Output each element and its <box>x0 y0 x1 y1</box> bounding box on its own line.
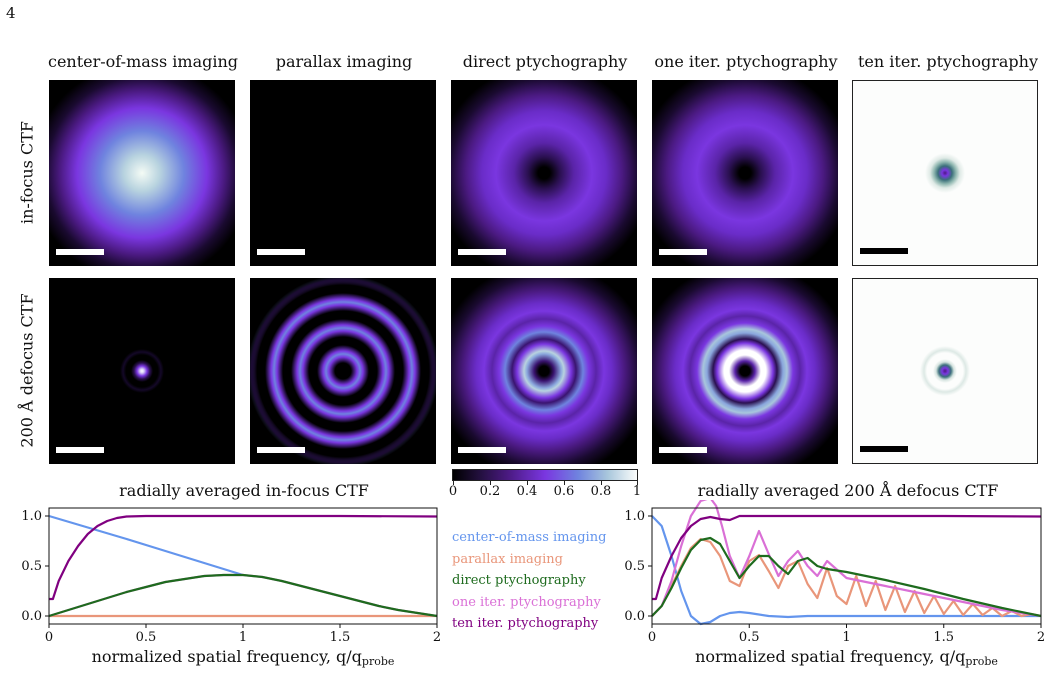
scale-bar <box>860 446 908 452</box>
x-axis-label: normalized spatial frequency, q/qprobe <box>92 647 395 668</box>
x-tick-label: 1 <box>842 630 850 645</box>
scale-bar <box>860 248 908 254</box>
x-tick-label: 1.5 <box>933 630 954 645</box>
legend-direct-ptychography: direct ptychography <box>452 573 586 588</box>
panel-defocus-center-of-mass <box>49 278 235 464</box>
x-tick-label: 0.5 <box>739 630 760 645</box>
colorbar <box>452 469 638 481</box>
y-tick-label: 0.0 <box>624 609 645 624</box>
x-tick-label: 0 <box>648 630 656 645</box>
panel-infocus-parallax <box>250 80 436 266</box>
colorbar-tick-label: 0 <box>448 484 458 499</box>
line-chart-in-focus: 0 0.5 1 1.5 2 0.0 0.5 1.0 normalized spatial fre… <box>21 507 441 668</box>
series-line-one-iter-ptychography <box>48 573 438 618</box>
panel-defocus-one-iter-ptychography <box>652 278 838 464</box>
panel-defocus-direct-ptychography <box>451 278 637 464</box>
scale-bar <box>56 447 104 453</box>
scale-bar <box>56 249 104 255</box>
colorbar-tick-label: 0.4 <box>516 484 538 499</box>
series-line-one-iter-ptychography <box>651 500 1042 618</box>
panel-defocus-ten-iter-ptychography <box>852 278 1038 464</box>
scale-bar <box>458 249 506 255</box>
line-chart-defocus: 0 0.5 1 1.5 2 0.0 0.5 1.0 normalized spatial fre… <box>624 500 1045 668</box>
series-line-direct-ptychography <box>651 536 1042 618</box>
x-tick-label: 1 <box>239 630 247 645</box>
series-line-ten-iter-ptychography <box>49 514 438 601</box>
scale-bar <box>458 447 506 453</box>
column-title-direct-ptychography: direct ptychography <box>462 52 628 71</box>
scale-bar <box>257 447 305 453</box>
series-line-direct-ptychography <box>48 573 438 618</box>
colorbar-tick-label: 1 <box>632 484 642 499</box>
x-tick-label: 0.5 <box>136 630 157 645</box>
panel-infocus-one-iter-ptychography <box>652 80 838 266</box>
scale-bar <box>257 249 305 255</box>
plot-title-in-focus: radially averaged in-focus CTF <box>119 481 369 500</box>
x-tick-label: 0 <box>45 630 53 645</box>
plot-title-defocus: radially averaged 200 Å defocus CTF <box>697 481 999 500</box>
legend-center-of-mass: center-of-mass imaging <box>452 530 607 545</box>
row-label-defocus: 200 Å defocus CTF <box>17 293 37 448</box>
y-tick-label: 0.0 <box>21 609 42 624</box>
colorbar-tick-label: 0.6 <box>553 484 575 499</box>
scale-bar <box>659 249 707 255</box>
legend-parallax: parallax imaging <box>452 552 563 567</box>
colorbar-tick-label: 0.2 <box>479 484 501 499</box>
y-tick-label: 0.5 <box>21 559 42 574</box>
x-tick-label: 2 <box>433 630 441 645</box>
colorbar-tick-label: 0.8 <box>590 484 612 499</box>
series-line-center-of-mass-imaging <box>651 515 1041 626</box>
series-line-center-of-mass-imaging <box>48 514 244 577</box>
panel-infocus-ten-iter-ptychography <box>852 80 1038 266</box>
legend-ten-iter-ptychography: ten iter. ptychography <box>452 616 599 631</box>
column-title-ten-iter-ptychography: ten iter. ptychography <box>858 52 1038 71</box>
panel-defocus-parallax <box>250 278 436 464</box>
series-line-ten-iter-ptychography <box>652 514 1042 601</box>
row-label-in-focus: in-focus CTF <box>17 121 37 224</box>
series-line-parallax-imaging <box>651 537 1042 618</box>
page-number: 4 <box>6 4 16 22</box>
x-tick-label: 1.5 <box>330 630 351 645</box>
x-tick-label: 2 <box>1037 630 1045 645</box>
x-axis-label: normalized spatial frequency, q/qprobe <box>695 647 998 668</box>
column-title-one-iter-ptychography: one iter. ptychography <box>654 52 838 71</box>
panel-infocus-direct-ptychography <box>451 80 637 266</box>
panel-infocus-center-of-mass <box>49 80 235 266</box>
column-title-parallax: parallax imaging <box>275 52 413 71</box>
column-title-center-of-mass: center-of-mass imaging <box>47 52 239 71</box>
y-tick-label: 1.0 <box>624 509 645 524</box>
scale-bar <box>659 447 707 453</box>
y-tick-label: 1.0 <box>21 509 42 524</box>
y-tick-label: 0.5 <box>624 559 645 574</box>
legend-one-iter-ptychography: one iter. ptychography <box>452 595 601 610</box>
